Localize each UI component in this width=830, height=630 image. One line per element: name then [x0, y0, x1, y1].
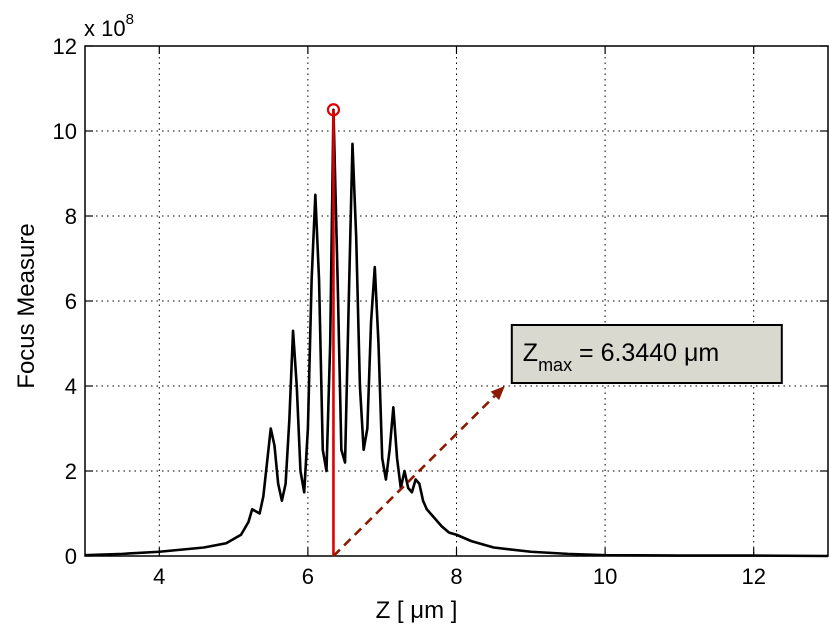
- series-line: [84, 108, 829, 558]
- peak-marker: [326, 103, 341, 117]
- y-tick-label: 10: [53, 119, 77, 144]
- x-tick-label: 4: [153, 564, 165, 589]
- y-tick-label: 4: [65, 374, 77, 399]
- annotation-layer: Zmax = 6.3440 μm: [332, 324, 783, 557]
- axes: 4 6 8 10 12 0 2 4 6 8 10 12: [53, 34, 829, 589]
- peak-layer: [326, 103, 341, 556]
- y-axis-label: Focus Measure: [13, 223, 40, 388]
- y-tick-label: 12: [53, 34, 77, 59]
- x-tick-label: 6: [302, 564, 314, 589]
- annotation-text: Zmax = 6.3440 μm: [523, 339, 719, 375]
- annotation-box: [510, 324, 783, 384]
- y-exponent-power: 8: [126, 11, 134, 28]
- x-tick-label: 10: [593, 564, 617, 589]
- annotation-arrow-head: [490, 386, 505, 401]
- annotation-value: = 6.3440 μm: [572, 339, 719, 367]
- annotation-arrow-line: [332, 394, 496, 557]
- y-tick-label: 6: [65, 289, 77, 314]
- series-layer: [84, 108, 829, 558]
- y-exponent-base: x 10: [84, 16, 126, 41]
- x-tick-label: 8: [450, 564, 462, 589]
- grid-lines: [85, 46, 828, 556]
- y-tick-label: 0: [65, 544, 77, 569]
- x-axis-label: Z [ μm ]: [376, 597, 458, 624]
- y-tick-label: 2: [65, 459, 77, 484]
- y-tick-label: 8: [65, 204, 77, 229]
- annotation-sub: max: [538, 355, 572, 375]
- annotation-z: Z: [523, 339, 538, 367]
- x-tick-label: 12: [741, 564, 765, 589]
- y-exponent-label: x 108: [84, 11, 134, 41]
